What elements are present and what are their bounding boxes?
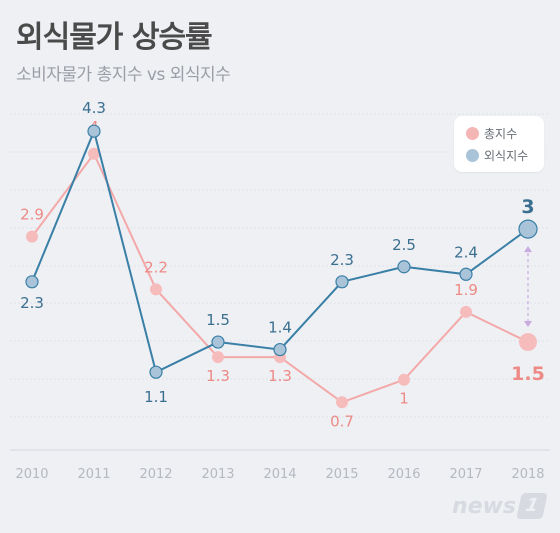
chart-title: 외식물가 상승률 [16,20,213,55]
data-point [87,124,101,138]
logo-text: news [452,493,517,519]
data-label: 2.3 [330,251,354,269]
data-point [519,333,537,352]
legend-label-dining: 외식지수 [484,149,529,163]
x-tick-label: 2013 [201,467,234,482]
data-label: 2.9 [20,206,44,224]
legend-swatch-total [466,127,479,140]
data-point [336,396,348,409]
data-point [26,230,38,243]
data-label: 1.3 [206,367,230,385]
x-tick-label: 2014 [263,467,296,482]
gap-arrow-head-up [524,246,532,253]
x-tick-label: 2017 [449,467,482,482]
gap-arrow-head-down [524,321,532,328]
x-tick-label: 2010 [15,467,48,482]
x-tick-label: 2018 [511,467,544,482]
data-point [397,260,411,274]
news1-logo: news 1 [452,493,548,519]
data-label: 2.4 [454,243,478,261]
data-label: 1.1 [144,388,168,406]
data-label: 4.3 [82,99,106,117]
legend-item-total: 총지수 [466,125,517,142]
data-label: 3 [521,196,534,218]
data-label: 2.3 [20,294,44,312]
data-label: 1.3 [268,367,292,385]
legend-item-dining: 외식지수 [466,147,528,164]
data-point [149,365,163,379]
data-label: 1.5 [206,311,230,329]
data-label: 2.2 [144,258,168,276]
data-label: 1.9 [454,281,478,299]
data-label: 1 [399,390,409,408]
logo-mark: 1 [516,493,548,519]
data-point [25,275,39,289]
chart-subtitle: 소비자물가 총지수 vs 외식지수 [16,65,231,85]
x-tick-label: 2011 [77,467,110,482]
data-point [273,342,287,357]
data-point [460,305,472,318]
data-point [88,147,100,160]
data-label: 1.5 [511,363,545,385]
data-point [212,351,224,364]
data-point [459,267,473,281]
data-label: 2.5 [392,236,416,254]
x-tick-label: 2015 [325,467,358,482]
legend-label-total: 총지수 [484,127,518,141]
data-point [518,219,538,239]
data-point [150,283,162,296]
data-point [398,373,410,386]
x-tick-label: 2016 [387,467,420,482]
data-label: 1.4 [268,319,292,337]
series-line-0 [31,151,529,404]
legend: 총지수 외식지수 [454,116,544,172]
x-tick-label: 2012 [139,467,172,482]
data-label: 0.7 [330,412,354,430]
data-point [211,335,225,349]
data-point [335,275,349,289]
legend-swatch-dining [466,149,479,162]
